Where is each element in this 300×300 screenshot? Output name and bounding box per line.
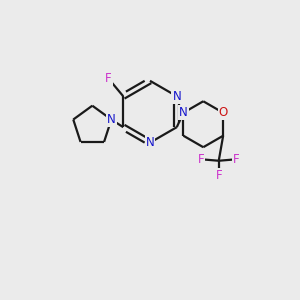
Text: N: N xyxy=(146,136,154,149)
Text: F: F xyxy=(198,153,204,166)
Text: F: F xyxy=(215,169,222,182)
Text: N: N xyxy=(179,106,188,119)
Text: F: F xyxy=(105,72,112,85)
Text: O: O xyxy=(218,106,228,119)
Text: N: N xyxy=(107,113,116,126)
Text: F: F xyxy=(233,153,240,166)
Text: N: N xyxy=(172,90,181,103)
